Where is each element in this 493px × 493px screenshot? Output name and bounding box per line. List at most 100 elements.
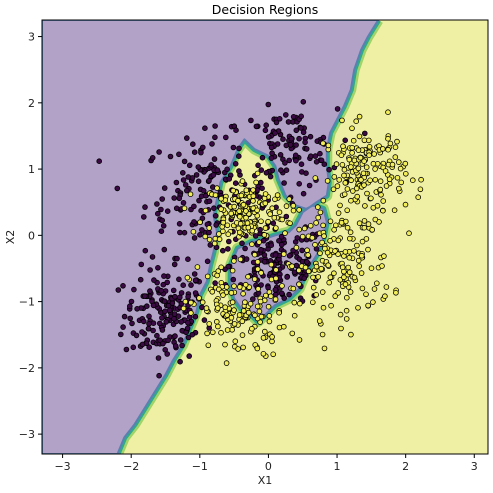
data-point-class-1 [261,328,268,335]
data-point-class-1 [202,207,209,214]
data-point-class-0 [203,193,209,199]
data-point-class-0 [180,177,187,183]
data-point-class-0 [185,293,191,300]
data-point-class-1 [228,290,235,296]
data-point-class-1 [249,241,255,248]
data-point-class-1 [258,218,264,225]
data-point-class-1 [236,312,243,318]
data-point-class-0 [147,288,153,294]
data-point-class-0 [268,242,275,249]
data-point-class-0 [158,206,164,213]
data-point-class-1 [310,274,316,281]
data-point-class-1 [377,178,384,185]
data-point-class-1 [223,284,230,290]
data-point-class-0 [191,203,197,210]
data-point-class-0 [176,195,183,202]
data-point-class-0 [284,274,290,280]
data-point-class-1 [337,311,344,318]
data-point-class-1 [370,299,376,305]
data-point-class-0 [164,351,171,357]
data-point-class-0 [270,220,277,227]
data-point-class-0 [212,280,218,286]
data-point-class-1 [279,216,286,223]
data-point-class-0 [184,325,191,332]
data-point-class-1 [395,185,402,192]
data-point-class-1 [254,303,261,310]
data-point-class-0 [326,166,332,173]
data-point-class-0 [154,201,160,207]
data-point-class-0 [159,217,166,224]
data-point-class-0 [177,358,183,365]
data-point-class-1 [272,296,279,303]
data-point-class-1 [214,185,220,191]
data-point-class-0 [278,241,285,248]
data-point-class-1 [181,205,188,212]
data-point-class-0 [199,227,205,233]
data-point-class-0 [286,253,293,259]
data-point-class-0 [258,167,265,173]
data-point-class-1 [307,223,314,229]
data-point-class-0 [176,151,182,158]
data-point-class-0 [144,303,150,310]
data-point-class-0 [206,229,212,236]
data-point-class-1 [361,218,368,224]
data-point-class-0 [197,232,203,238]
data-point-class-1 [366,144,373,150]
data-point-class-0 [283,167,290,174]
data-point-class-1 [351,157,358,164]
data-point-class-1 [317,250,323,257]
data-point-class-1 [394,175,401,181]
data-point-class-1 [273,267,279,273]
x-tick-label: 0 [265,460,272,473]
y-tick-label: −3 [19,428,35,441]
data-point-class-0 [297,125,304,131]
data-point-class-1 [202,233,209,240]
data-point-class-1 [402,171,409,177]
data-point-class-1 [372,166,378,172]
data-point-class-1 [283,203,290,209]
data-point-class-1 [262,191,269,197]
data-point-class-1 [398,179,405,186]
data-point-class-1 [240,290,246,297]
data-point-class-1 [196,295,202,301]
data-point-class-0 [280,136,286,143]
data-point-class-0 [166,307,173,314]
data-point-class-1 [289,330,296,337]
data-point-class-1 [385,135,391,142]
data-point-class-0 [172,293,178,300]
data-point-class-1 [218,196,224,202]
data-point-class-0 [212,213,219,219]
data-point-class-1 [355,257,362,264]
data-point-class-1 [273,225,279,231]
data-point-class-0 [281,295,288,301]
data-point-class-0 [268,155,275,161]
data-point-class-1 [269,334,275,340]
y-axis: −3 −2 −1 0 1 2 3 [19,31,42,441]
data-point-class-1 [338,220,345,226]
data-point-class-0 [226,238,232,245]
data-point-class-1 [382,293,388,300]
data-point-class-0 [263,122,270,128]
data-point-class-0 [306,182,313,189]
data-point-class-1 [229,299,236,306]
data-point-class-0 [300,129,307,136]
data-point-class-0 [239,240,245,247]
data-point-class-0 [334,106,341,112]
data-point-class-0 [185,256,191,263]
data-point-class-1 [210,329,216,336]
y-tick-label: −2 [19,362,35,375]
data-point-class-0 [163,319,170,325]
data-point-class-1 [228,314,235,321]
data-point-class-1 [305,252,311,258]
data-point-class-1 [322,245,328,252]
data-point-class-1 [310,284,317,291]
data-point-class-1 [331,174,338,180]
data-point-class-0 [206,177,212,184]
data-point-class-0 [123,346,130,353]
data-point-class-1 [339,162,346,168]
data-point-class-0 [260,237,267,244]
data-point-class-0 [204,258,211,265]
data-point-class-1 [206,225,213,231]
data-point-class-1 [369,226,376,233]
data-point-class-0 [154,332,160,339]
